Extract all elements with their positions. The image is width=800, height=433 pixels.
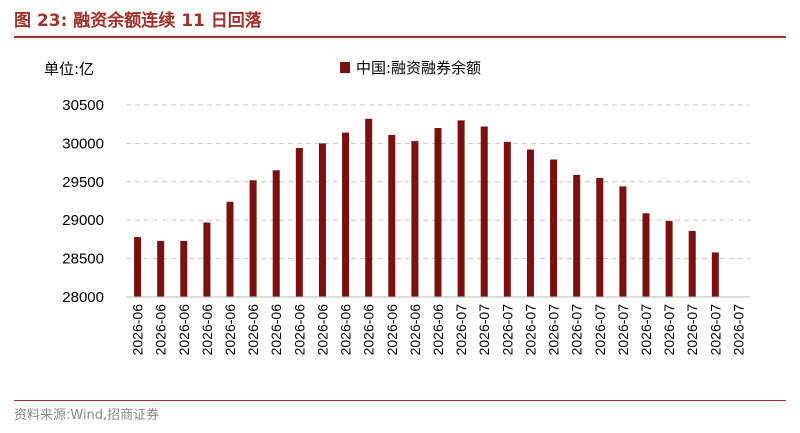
bar	[503, 141, 511, 297]
bar	[573, 174, 581, 297]
x-tick-label: 2026-07	[522, 304, 538, 356]
bar	[619, 186, 627, 297]
x-tick-label: 2026-07	[499, 304, 515, 356]
bar	[272, 170, 280, 297]
bar	[642, 213, 650, 297]
bar	[711, 252, 719, 297]
bar	[134, 237, 142, 297]
x-tick-label: 2026-06	[268, 304, 284, 356]
y-tick-label: 28500	[62, 251, 104, 268]
x-tick-label: 2026-06	[245, 304, 261, 356]
x-tick-label: 2026-07	[476, 304, 492, 356]
bar	[249, 180, 257, 297]
title-divider	[14, 36, 786, 38]
x-tick-label: 2026-06	[361, 304, 377, 356]
x-tick-label: 2026-06	[407, 304, 423, 356]
bar	[388, 134, 396, 297]
x-tick-label: 2026-06	[338, 304, 354, 356]
bar	[434, 128, 442, 297]
x-tick-label: 2026-07	[546, 304, 562, 356]
x-tick-label: 2026-07	[684, 304, 700, 356]
figure-title: 图 23: 融资余额连续 11 日回落	[14, 11, 262, 31]
y-tick-label: 30000	[62, 135, 104, 152]
bar	[203, 222, 211, 297]
bar	[688, 230, 696, 297]
x-tick-label: 2026-07	[638, 304, 654, 356]
x-tick-label: 2026-06	[176, 304, 192, 356]
bar	[180, 240, 188, 297]
bar	[596, 177, 604, 297]
bar	[480, 126, 488, 297]
x-tick-label: 2026-06	[291, 304, 307, 356]
bar	[157, 240, 165, 297]
x-tick-label: 2026-07	[592, 304, 608, 356]
y-axis-ticks: 28000 28500 29000 29500 30000 30500	[62, 97, 104, 306]
y-tick-label: 29500	[62, 174, 104, 191]
bar-chart: 单位:亿 中国:融资融券余额 28000 28500 29000 29500 30000…	[44, 59, 750, 356]
x-tick-label: 2026-06	[199, 304, 215, 356]
bar	[342, 132, 350, 297]
legend-label: 中国:融资融券余额	[356, 59, 481, 77]
x-tick-label: 2026-06	[153, 304, 169, 356]
x-tick-label: 2026-07	[661, 304, 677, 356]
unit-label: 单位:亿	[44, 60, 94, 78]
x-tick-label: 2026-06	[314, 304, 330, 356]
y-tick-label: 30500	[62, 97, 104, 114]
source-note: 资料来源:Wind,招商证券	[14, 408, 160, 423]
bars	[134, 118, 719, 297]
y-tick-label: 29000	[62, 212, 104, 229]
x-tick-label: 2026-06	[130, 304, 146, 356]
x-tick-label: 2026-07	[569, 304, 585, 356]
x-tick-label: 2026-06	[222, 304, 238, 356]
bar	[550, 159, 558, 297]
x-tick-label: 2026-07	[615, 304, 631, 356]
bar	[457, 120, 465, 297]
x-tick-label: 2026-06	[430, 304, 446, 356]
legend-swatch	[340, 62, 350, 73]
bar	[365, 118, 373, 297]
y-tick-label: 28000	[62, 289, 104, 306]
bar	[665, 220, 673, 297]
x-tick-label: 2026-07	[453, 304, 469, 356]
bar	[226, 201, 234, 297]
x-tick-label: 2026-06	[384, 304, 400, 356]
bar	[411, 141, 419, 297]
x-tick-label: 2026-07	[730, 304, 746, 356]
x-axis-ticks: 2026-06 2026-06 2026-06 2026-06 2026-06 2026-…	[130, 304, 747, 356]
bar	[295, 148, 303, 297]
x-tick-label: 2026-07	[707, 304, 723, 356]
footer-divider	[14, 400, 786, 401]
bar	[318, 143, 326, 297]
bar	[526, 149, 534, 297]
